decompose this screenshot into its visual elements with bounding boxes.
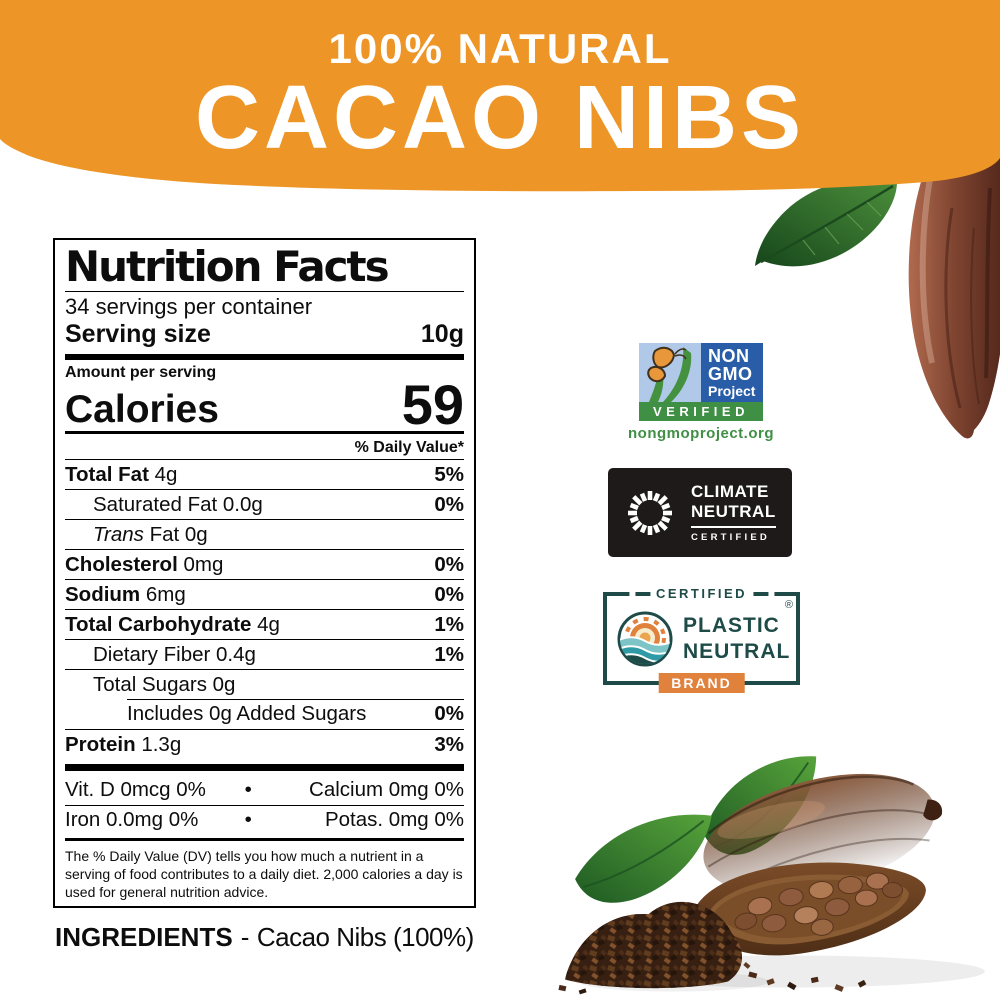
nutrient-row-dietary-fiber: Dietary Fiber 0.4g 1% [65,639,464,669]
thick-divider [65,837,464,842]
banner: 100% NATURAL CACAO NIBS [0,0,1000,163]
ingredients-value: Cacao Nibs (100%) [256,922,474,952]
certified-label: CERTIFIED [628,586,775,601]
indented-divider [127,699,464,701]
banner-background [0,0,1000,192]
calories-row: Calories 59 [65,372,464,436]
nutrition-facts-panel: Nutrition Facts 34 servings per containe… [53,238,476,908]
nutrient-row-total-sugars: Total Sugars 0g [65,669,464,699]
serving-size-label: Serving size [65,320,211,349]
thick-divider [65,354,464,361]
thick-divider [65,430,464,435]
cacao-nibs-photo [558,756,985,995]
nutrient-row-trans-fat: Trans Fat 0g [65,519,464,549]
non-gmo-project-badge: NON GMO Project VERIFIED nongmoproject.o… [615,343,787,442]
nutrient-row-sodium: Sodium 6mg 0% [65,579,464,609]
ingredients-label: INGREDIENTS [55,922,233,952]
nutrient-row-added-sugars: Includes 0g Added Sugars 0% [65,699,464,729]
plastic-neutral-badge: CERTIFIED ® PLASTIC NEUTRAL BRAND [603,586,800,693]
serving-size-value: 10g [420,320,464,349]
nutrient-row-total-carbohydrate: Total Carbohydrate 4g 1% [65,609,464,639]
sun-waves-icon [617,611,673,666]
non-gmo-wordmark: NON GMO Project [701,343,763,402]
thick-divider [65,764,464,771]
nutrient-row-total-fat: Total Fat 4g 5% [65,459,464,489]
micronutrient-row-2: Iron 0.0mg 0% • Potas. 0mg 0% [65,804,464,835]
brand-tab: BRAND [658,673,745,693]
micronutrient-row-1: Vit. D 0mcg 0% • Calcium 0mg 0% [65,777,464,801]
banner-title: CACAO NIBS [194,68,805,169]
daily-value-header: % Daily Value* [354,439,464,457]
climate-neutral-badge: CLIMATE NEUTRAL CERTIFIED [608,468,792,557]
nutrient-row-saturated-fat: Saturated Fat 0.0g 0% [65,489,464,519]
amount-per-serving-label: Amount per serving [65,364,217,382]
calories-value: 59 [401,372,464,436]
butterfly-icon [639,343,701,402]
ingredients-separator: - [240,922,250,952]
calories-label: Calories [65,387,219,431]
banner-subtitle: 100% NATURAL [328,25,672,72]
daily-value-footnote: The % Daily Value (DV) tells you how muc… [65,848,463,901]
divider [65,291,464,292]
nutrient-row-protein: Protein 1.3g 3% [65,729,464,759]
cacao-pod-image [908,148,1000,439]
serving-size-row: Serving size 10g [65,320,464,349]
nutrient-row-cholesterol: Cholesterol 0mg 0% [65,549,464,579]
nutrition-facts-title: Nutrition Facts [65,242,390,291]
non-gmo-url-text: nongmoproject.org [628,425,774,442]
divider [691,525,776,528]
registered-mark: ® [784,599,793,611]
ingredients-line: INGREDIENTS - Cacao Nibs (100%) [55,922,474,953]
verified-band: VERIFIED [639,402,763,421]
leaf-image [755,178,897,267]
servings-per-container: 34 servings per container [65,294,313,319]
starburst-icon [628,490,672,535]
climate-neutral-wordmark: CLIMATE NEUTRAL CERTIFIED [691,482,776,543]
plastic-neutral-wordmark: PLASTIC NEUTRAL [683,613,791,663]
